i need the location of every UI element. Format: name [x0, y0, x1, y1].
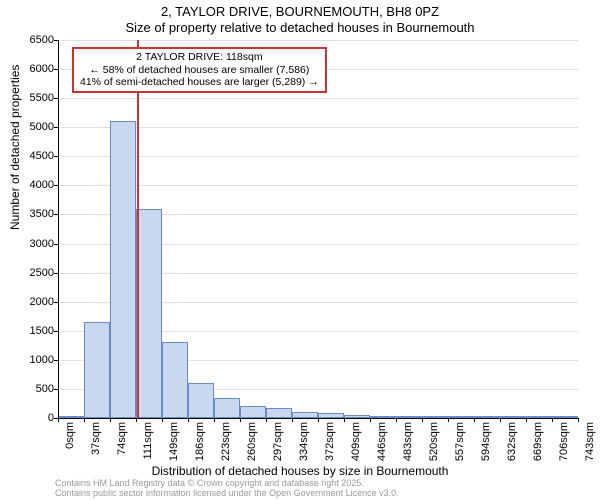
- x-tick-label: 297sqm: [272, 422, 284, 462]
- y-axis-label: Number of detached properties: [8, 65, 22, 230]
- x-tick-mark: [266, 418, 267, 422]
- y-tick-label: 5500: [30, 92, 54, 104]
- y-tick-mark: [54, 156, 58, 157]
- y-tick-label: 3000: [30, 238, 54, 250]
- y-tick-label: 4000: [30, 179, 54, 191]
- x-tick-label: 520sqm: [428, 422, 440, 462]
- footer-line2: Contains public sector information licen…: [55, 489, 399, 499]
- histogram-bar: [110, 121, 135, 418]
- annotation-box: 2 TAYLOR DRIVE: 118sqm ← 58% of detached…: [72, 47, 327, 93]
- x-axis-label: Distribution of detached houses by size …: [0, 464, 600, 478]
- x-tick-mark: [188, 418, 189, 422]
- y-tick-mark: [54, 40, 58, 41]
- x-tick-mark: [240, 418, 241, 422]
- x-tick-mark: [448, 418, 449, 422]
- y-tick-mark: [54, 331, 58, 332]
- histogram-bar: [266, 408, 291, 418]
- x-tick-label: 446sqm: [376, 422, 388, 462]
- y-tick-label: 5000: [30, 121, 54, 133]
- y-tick-label: 0: [48, 412, 54, 424]
- annotation-line3: 41% of semi-detached houses are larger (…: [80, 76, 319, 89]
- x-tick-mark: [552, 418, 553, 422]
- chart-title-main: 2, TAYLOR DRIVE, BOURNEMOUTH, BH8 0PZ: [0, 4, 600, 19]
- y-tick-label: 500: [36, 383, 54, 395]
- annotation-line1: 2 TAYLOR DRIVE: 118sqm: [80, 51, 319, 64]
- histogram-bar: [84, 322, 109, 418]
- histogram-bar: [188, 383, 213, 418]
- x-tick-mark: [474, 418, 475, 422]
- x-tick-label: 223sqm: [220, 422, 232, 462]
- y-tick-label: 1500: [30, 325, 54, 337]
- x-tick-mark: [162, 418, 163, 422]
- y-tick-label: 4500: [30, 150, 54, 162]
- histogram-bar: [136, 209, 161, 418]
- x-tick-mark: [84, 418, 85, 422]
- histogram-bar: [162, 342, 187, 418]
- x-tick-mark: [396, 418, 397, 422]
- x-tick-label: 0sqm: [64, 422, 76, 462]
- x-tick-mark: [214, 418, 215, 422]
- property-marker-line: [137, 40, 139, 418]
- y-tick-label: 2000: [30, 296, 54, 308]
- x-tick-label: 743sqm: [584, 422, 596, 462]
- y-tick-label: 6000: [30, 63, 54, 75]
- x-tick-label: 260sqm: [246, 422, 258, 462]
- x-tick-mark: [370, 418, 371, 422]
- x-tick-label: 74sqm: [116, 422, 128, 462]
- x-tick-label: 557sqm: [454, 422, 466, 462]
- y-tick-mark: [54, 127, 58, 128]
- y-tick-label: 3500: [30, 208, 54, 220]
- y-tick-mark: [54, 69, 58, 70]
- y-tick-mark: [54, 185, 58, 186]
- x-tick-label: 372sqm: [324, 422, 336, 462]
- x-tick-label: 706sqm: [558, 422, 570, 462]
- x-tick-label: 334sqm: [298, 422, 310, 462]
- x-tick-label: 186sqm: [194, 422, 206, 462]
- x-tick-mark: [110, 418, 111, 422]
- x-tick-label: 111sqm: [142, 422, 154, 462]
- y-tick-label: 2500: [30, 267, 54, 279]
- y-tick-label: 1000: [30, 354, 54, 366]
- footer-attribution: Contains HM Land Registry data © Crown c…: [55, 479, 399, 499]
- x-tick-mark: [318, 418, 319, 422]
- y-tick-mark: [54, 244, 58, 245]
- annotation-line2: ← 58% of detached houses are smaller (7,…: [80, 64, 319, 77]
- x-tick-label: 594sqm: [480, 422, 492, 462]
- x-tick-mark: [526, 418, 527, 422]
- x-tick-mark: [344, 418, 345, 422]
- x-tick-mark: [292, 418, 293, 422]
- histogram-bar: [214, 398, 239, 418]
- x-tick-mark: [500, 418, 501, 422]
- y-tick-mark: [54, 214, 58, 215]
- y-tick-label: 6500: [30, 34, 54, 46]
- plot-area: [58, 40, 578, 418]
- y-tick-mark: [54, 360, 58, 361]
- x-tick-label: 669sqm: [532, 422, 544, 462]
- x-tick-label: 483sqm: [402, 422, 414, 462]
- y-tick-mark: [54, 389, 58, 390]
- x-tick-mark: [58, 418, 59, 422]
- chart-title-sub: Size of property relative to detached ho…: [0, 20, 600, 35]
- x-tick-label: 632sqm: [506, 422, 518, 462]
- y-tick-mark: [54, 98, 58, 99]
- x-tick-mark: [578, 418, 579, 422]
- x-tick-mark: [422, 418, 423, 422]
- histogram-bar: [240, 406, 265, 418]
- y-axis-line: [58, 40, 59, 418]
- y-tick-mark: [54, 302, 58, 303]
- x-tick-label: 409sqm: [350, 422, 362, 462]
- histogram-chart: 2, TAYLOR DRIVE, BOURNEMOUTH, BH8 0PZ Si…: [0, 0, 600, 500]
- x-tick-label: 37sqm: [90, 422, 102, 462]
- y-tick-mark: [54, 273, 58, 274]
- x-tick-label: 149sqm: [168, 422, 180, 462]
- x-tick-mark: [136, 418, 137, 422]
